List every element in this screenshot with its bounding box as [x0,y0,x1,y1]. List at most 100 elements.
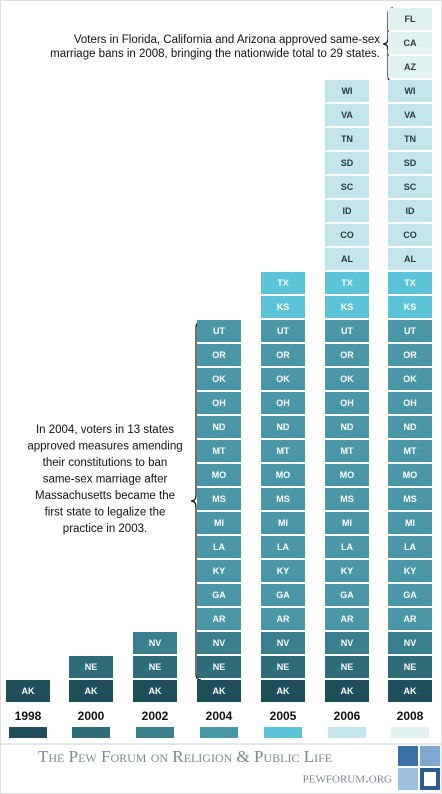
state-tile [388,464,432,486]
state-tile [325,584,369,606]
state-tile [261,536,305,558]
state-label: NV [277,638,290,648]
state-label: WI [342,86,353,96]
state-tile [197,680,241,702]
state-tile [325,536,369,558]
annotation: same-sex marriage after [43,474,168,486]
state-label: AK [149,686,162,696]
state-tile [388,416,432,438]
state-tile [388,128,432,150]
year-label: 2002 [142,709,169,723]
state-tile [325,464,369,486]
state-tile [388,680,432,702]
state-label: NE [277,662,290,672]
state-tile [388,296,432,318]
state-tile [325,488,369,510]
state-label: OK [340,374,354,384]
state-label: MO [340,470,355,480]
state-label: NV [213,638,226,648]
state-label: NE [341,662,354,672]
state-tile [388,32,432,54]
state-tile [325,320,369,342]
state-label: ND [277,422,290,432]
state-tile [325,368,369,390]
state-label: OR [403,350,417,360]
state-tile [261,584,305,606]
state-label: KY [404,566,417,576]
state-tile [388,224,432,246]
state-tile [325,296,369,318]
state-label: CA [404,38,417,48]
state-tile [388,248,432,270]
state-label: AK [22,686,35,696]
state-tile [261,632,305,654]
state-label: AK [213,686,226,696]
annotation: marriage bans in 2008, bringing the nati… [50,48,380,60]
state-label: TX [404,278,416,288]
state-label: AL [341,254,353,264]
state-label: AR [277,614,290,624]
state-tile [388,656,432,678]
state-label: KS [341,302,354,312]
state-tile [261,512,305,534]
annotation: Massachusetts became the [35,490,175,502]
state-label: MT [404,446,417,456]
state-label: TN [341,134,353,144]
state-label: MS [340,494,354,504]
state-label: OH [276,398,290,408]
legend-swatch [264,727,302,738]
state-tile [261,416,305,438]
state-label: UT [213,326,225,336]
state-tile [197,392,241,414]
state-label: LA [277,542,289,552]
state-label: ID [343,206,353,216]
state-label: NV [149,638,162,648]
state-label: GA [212,590,226,600]
state-label: MT [341,446,354,456]
state-tile [388,584,432,606]
state-tile [261,656,305,678]
state-label: NE [85,662,98,672]
state-tile [261,464,305,486]
year-label: 2004 [206,709,233,723]
state-tile [388,392,432,414]
state-label: SC [404,182,417,192]
state-tile [325,344,369,366]
brace [190,321,202,681]
state-label: OK [212,374,226,384]
state-label: MO [212,470,227,480]
state-label: MT [277,446,290,456]
state-tile [325,632,369,654]
state-tile [325,416,369,438]
state-label: MI [278,518,288,528]
state-label: CO [403,230,417,240]
state-label: OR [340,350,354,360]
footer-title: The Pew Forum on Religion & Public Life [38,747,332,766]
state-tile [69,680,113,702]
year-label: 2005 [270,709,297,723]
state-tile [388,512,432,534]
state-label: AK [85,686,98,696]
state-tile [325,128,369,150]
legend-swatch [136,727,174,738]
state-label: MS [276,494,290,504]
annotation: In 2004, voters in 13 states [36,424,174,436]
annotation: first state to legalize the [45,507,166,519]
state-tile [6,680,50,702]
state-label: TN [404,134,416,144]
state-label: KS [277,302,290,312]
state-label: LA [341,542,353,552]
state-label: NV [404,638,417,648]
state-label: WI [405,86,416,96]
year-label: 1998 [15,709,42,723]
state-tile [388,176,432,198]
state-tile [325,656,369,678]
state-label: AK [277,686,290,696]
state-tile [69,656,113,678]
state-label: LA [213,542,225,552]
state-tile [325,80,369,102]
state-tile [261,680,305,702]
state-tile [261,368,305,390]
